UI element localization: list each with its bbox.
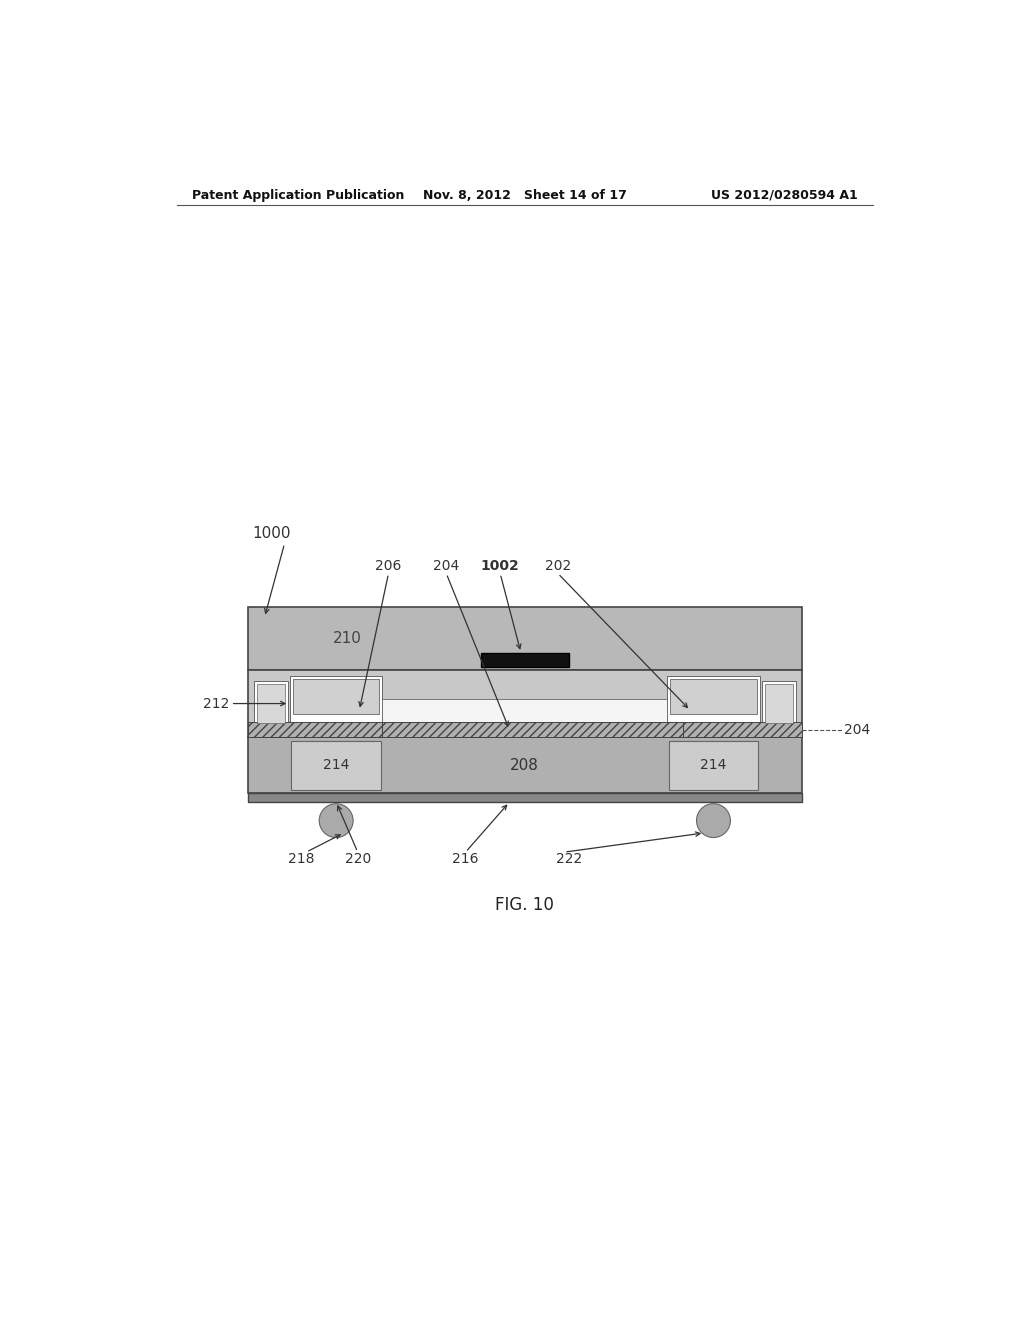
Text: 216: 216 — [453, 853, 479, 866]
Text: 222: 222 — [556, 853, 583, 866]
Bar — [668, 676, 760, 727]
Circle shape — [696, 804, 730, 838]
Bar — [254, 681, 288, 726]
Bar — [480, 653, 569, 667]
Text: US 2012/0280594 A1: US 2012/0280594 A1 — [711, 189, 857, 202]
Bar — [248, 607, 802, 669]
Bar — [293, 678, 379, 714]
Text: 202: 202 — [545, 560, 571, 573]
Bar — [382, 722, 683, 738]
Circle shape — [319, 804, 353, 838]
Text: 204: 204 — [433, 560, 460, 573]
Text: FIG. 10: FIG. 10 — [496, 896, 554, 915]
Text: 1002: 1002 — [481, 560, 519, 573]
Bar — [248, 738, 802, 793]
Text: 204: 204 — [845, 723, 870, 737]
Text: 208: 208 — [510, 758, 540, 772]
Text: 220: 220 — [345, 853, 371, 866]
Bar — [257, 684, 285, 723]
Bar — [669, 741, 758, 789]
Text: 214: 214 — [323, 758, 349, 772]
Bar — [765, 684, 793, 723]
Bar — [382, 700, 668, 722]
Text: 210: 210 — [333, 631, 362, 645]
Bar — [248, 793, 802, 803]
Text: 1000: 1000 — [252, 525, 291, 541]
Text: 214: 214 — [700, 758, 727, 772]
Text: 206: 206 — [376, 560, 401, 573]
Text: 212: 212 — [203, 697, 229, 710]
Bar — [248, 722, 382, 738]
Bar — [248, 669, 802, 738]
Text: Patent Application Publication: Patent Application Publication — [193, 189, 404, 202]
Bar — [290, 676, 382, 727]
Bar — [292, 741, 381, 789]
Bar — [683, 722, 802, 738]
Text: Nov. 8, 2012   Sheet 14 of 17: Nov. 8, 2012 Sheet 14 of 17 — [423, 189, 627, 202]
Text: 218: 218 — [288, 853, 314, 866]
Bar — [762, 681, 796, 726]
Bar — [671, 678, 757, 714]
